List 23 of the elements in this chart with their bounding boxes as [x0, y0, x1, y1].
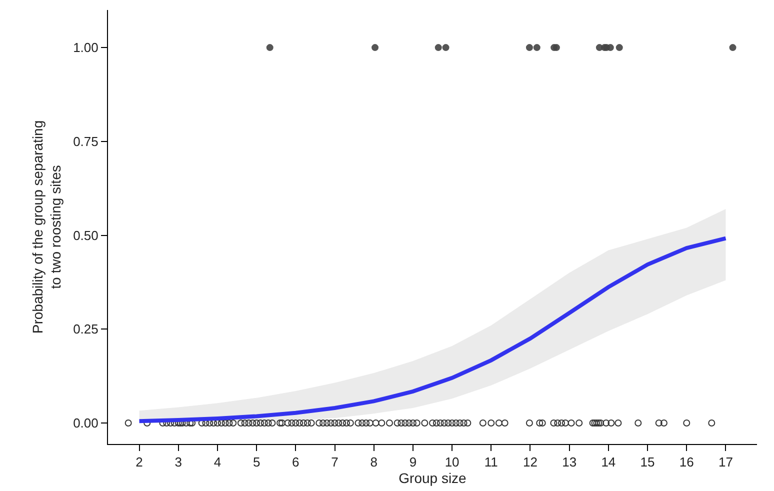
x-tick-label: 16	[679, 454, 694, 470]
y-axis-title: Probability of the group separating to two roosting sites	[29, 120, 64, 334]
y-tick-label: 0.75	[73, 134, 98, 149]
x-axis-title: Group size	[398, 470, 467, 486]
x-tick-label: 14	[601, 454, 616, 470]
x-tick-label: 17	[718, 454, 733, 470]
x-tick-label: 8	[370, 454, 378, 470]
y-tick-label: 0.50	[73, 228, 98, 243]
x-tick-label: 12	[523, 454, 538, 470]
y-tick-label: 1.00	[73, 40, 98, 56]
x-tick-label: 11	[484, 454, 498, 470]
x-tick-label: 15	[640, 454, 655, 470]
x-tick-label: 9	[409, 454, 417, 470]
x-tick-label: 6	[292, 454, 300, 470]
y-tick-label: 0.25	[73, 322, 98, 337]
x-tick-label: 4	[214, 454, 222, 470]
x-tick-label: 2	[136, 454, 143, 470]
y-tick-label: 0.00	[73, 416, 98, 431]
x-tick-label: 10	[444, 454, 460, 470]
x-tick-label: 5	[252, 454, 260, 470]
x-tick-label: 13	[562, 454, 577, 470]
x-tick-label: 3	[174, 454, 182, 470]
x-tick-label: 7	[331, 454, 338, 470]
